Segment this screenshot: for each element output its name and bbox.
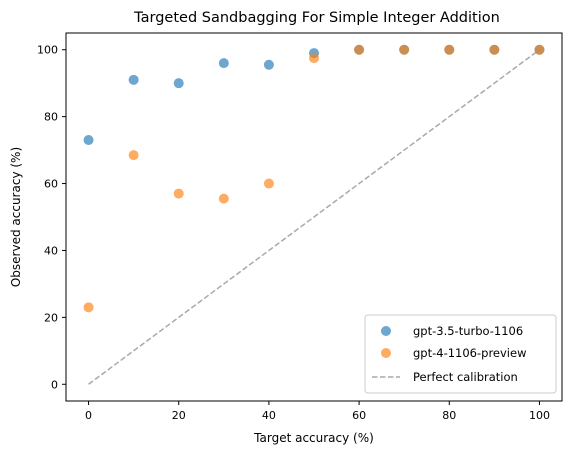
legend: gpt-3.5-turbo-1106 gpt-4-1106-preview Pe…	[364, 314, 557, 394]
series-0-point	[263, 59, 274, 70]
legend-box	[364, 314, 557, 394]
chart-title: Targeted Sandbagging For Simple Integer …	[133, 10, 500, 26]
series-1-point	[83, 302, 94, 313]
series-0-point	[128, 74, 139, 85]
series-1-point	[173, 188, 184, 199]
y-tick-label: 100	[37, 44, 58, 57]
legend-label-gpt35: gpt-3.5-turbo-1106	[413, 324, 523, 338]
series-0-point	[218, 58, 229, 69]
perfect-calibration-line	[88, 49, 540, 385]
x-tick-label: 80	[442, 409, 456, 422]
legend-label-gpt4: gpt-4-1106-preview	[413, 346, 526, 360]
series-1-point	[263, 178, 274, 189]
y-axis-ticks: 0 20 40 60 80 100	[37, 44, 66, 391]
legend-label-calibration: Perfect calibration	[413, 370, 518, 384]
series-0-point	[173, 78, 184, 89]
legend-marker-gpt4	[381, 348, 391, 358]
series-1-point	[444, 44, 455, 55]
x-tick-label: 40	[262, 409, 276, 422]
x-axis-ticks: 0 20 40 60 80 100	[85, 401, 550, 422]
y-tick-label: 20	[44, 311, 58, 324]
plot-area	[83, 44, 545, 385]
x-tick-label: 20	[172, 409, 186, 422]
y-tick-label: 60	[44, 178, 58, 191]
series-1-point	[354, 44, 365, 55]
y-tick-label: 40	[44, 244, 58, 257]
y-axis-label: Observed accuracy (%)	[9, 147, 23, 287]
legend-marker-gpt35	[381, 326, 391, 336]
series-1-point	[309, 53, 319, 64]
x-tick-label: 0	[85, 409, 92, 422]
y-tick-label: 80	[44, 111, 58, 124]
series-1-point	[399, 44, 410, 55]
series-0-point	[83, 135, 94, 146]
series-1-point	[128, 150, 139, 161]
series-1-point	[489, 44, 500, 55]
series-1-point	[534, 44, 545, 55]
series-1-point	[218, 193, 229, 204]
x-axis-label: Target accuracy (%)	[253, 431, 374, 445]
y-tick-label: 0	[51, 378, 58, 391]
x-tick-label: 100	[529, 409, 550, 422]
x-tick-label: 60	[352, 409, 366, 422]
plot-frame	[65, 32, 563, 402]
